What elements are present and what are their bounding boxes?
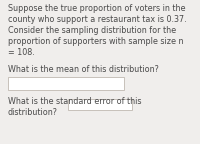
Text: proportion of supporters with sample size n: proportion of supporters with sample siz… (8, 37, 184, 46)
Text: Consider the sampling distribution for the: Consider the sampling distribution for t… (8, 26, 176, 35)
Text: What is the standard error of this: What is the standard error of this (8, 97, 142, 106)
Text: distribution?: distribution? (8, 108, 58, 117)
Text: What is the mean of this distribution?: What is the mean of this distribution? (8, 65, 159, 73)
Text: Suppose the true proportion of voters in the: Suppose the true proportion of voters in… (8, 4, 186, 13)
FancyBboxPatch shape (8, 77, 124, 90)
Text: = 108.: = 108. (8, 48, 35, 57)
Text: county who support a restaurant tax is 0.37.: county who support a restaurant tax is 0… (8, 15, 187, 24)
FancyBboxPatch shape (68, 99, 132, 110)
